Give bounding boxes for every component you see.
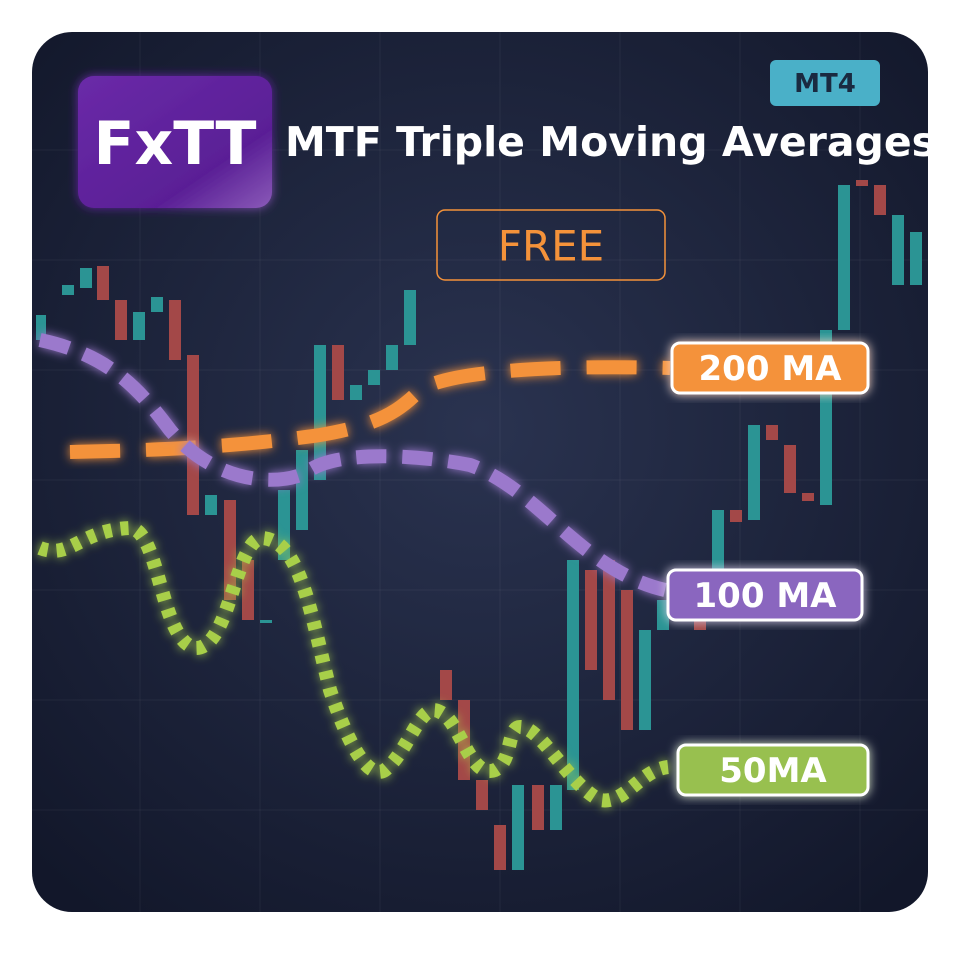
candles [36,180,922,870]
background-panel [32,32,928,912]
logo-box [78,76,272,208]
logo-text: FxTT [94,109,257,179]
ma-200-line [69,360,671,459]
ma-200-label-box [670,341,870,395]
title: MTF Triple Moving Averages [285,118,936,166]
price-badge-text: FREE [498,222,604,271]
price-badge [436,209,666,281]
platform-badge [770,60,880,106]
ma-100-line [38,333,667,597]
ma-50-label: 50MA [719,751,827,791]
ma-100-label-box [666,568,864,622]
ma-50-line [37,520,670,808]
ma-200-label: 200 MA [699,349,843,389]
ma-100-label: 100 MA [694,576,838,616]
ma-50-label-box [676,743,870,797]
chart-decoration [32,32,928,912]
platform-badge-text: MT4 [794,69,856,99]
